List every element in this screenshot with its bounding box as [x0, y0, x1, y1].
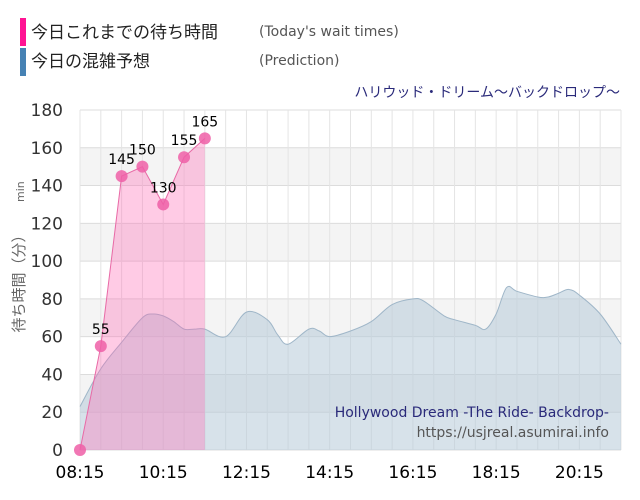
x-tick-label: 08:15 — [56, 463, 105, 483]
x-tick-label: 18:15 — [472, 463, 521, 483]
x-tick-label: 20:15 — [555, 463, 604, 483]
legend-today-label: 今日これまでの待ち時間 — [31, 23, 218, 43]
ride-name-jp: ハリウッド・ドリーム〜バックドロップ〜 — [354, 85, 620, 101]
today-point-label: 165 — [191, 114, 218, 130]
today-point-label: 155 — [171, 133, 198, 149]
legend-prediction-swatch — [20, 48, 26, 76]
x-axis-ticks: 08:15 10:15 12:15 14:15 16:15 18:15 20:15 — [56, 463, 604, 483]
y-tick-label: 0 — [52, 441, 63, 461]
y-tick-label: 160 — [31, 139, 63, 159]
today-point-label: 150 — [129, 143, 156, 159]
x-tick-label: 16:15 — [388, 463, 437, 483]
legend-prediction-label: 今日の混雑予想 — [31, 52, 150, 72]
site-url: https://usjreal.asumirai.info — [417, 425, 609, 441]
y-axis-label-group: 待ち時間（分） min — [10, 181, 28, 332]
today-area — [80, 138, 205, 451]
y-axis-ticks: 0 20 40 60 80 100 120 140 160 180 — [31, 101, 63, 461]
y-tick-label: 140 — [31, 177, 63, 197]
y-tick-label: 40 — [41, 365, 63, 385]
x-tick-label: 12:15 — [222, 463, 271, 483]
today-point — [198, 132, 211, 145]
today-point — [157, 198, 170, 211]
prediction-area — [80, 286, 621, 450]
legend-prediction-sub: (Prediction) — [259, 53, 339, 69]
prediction-line — [79, 285, 622, 407]
legend-item-today: 今日これまでの待ち時間 (Today's wait times) — [20, 18, 399, 46]
prediction-series — [79, 285, 622, 450]
y-tick-label: 60 — [41, 328, 63, 348]
legend: 今日これまでの待ち時間 (Today's wait times) 今日の混雑予想… — [20, 18, 399, 76]
today-point-label: 145 — [108, 152, 135, 168]
y-axis-unit: min — [14, 181, 27, 202]
today-point — [115, 170, 128, 183]
legend-item-prediction: 今日の混雑予想 (Prediction) — [20, 48, 339, 76]
legend-today-swatch — [20, 18, 26, 46]
today-point-label: 130 — [150, 180, 177, 196]
today-point — [136, 160, 149, 173]
y-tick-label: 80 — [41, 290, 63, 310]
y-tick-label: 20 — [41, 403, 63, 423]
y-tick-label: 120 — [31, 214, 63, 234]
x-tick-label: 14:15 — [305, 463, 354, 483]
today-point-label: 55 — [92, 322, 110, 338]
today-point — [94, 340, 107, 353]
y-tick-label: 180 — [31, 101, 63, 121]
x-tick-label: 10:15 — [139, 463, 188, 483]
y-axis-label: 待ち時間（分） — [10, 227, 28, 332]
ride-name-en: Hollywood Dream -The Ride- Backdrop- — [335, 405, 609, 421]
today-point — [74, 444, 86, 456]
today-point — [178, 151, 191, 164]
legend-today-sub: (Today's wait times) — [259, 24, 399, 40]
y-tick-label: 100 — [31, 252, 63, 272]
